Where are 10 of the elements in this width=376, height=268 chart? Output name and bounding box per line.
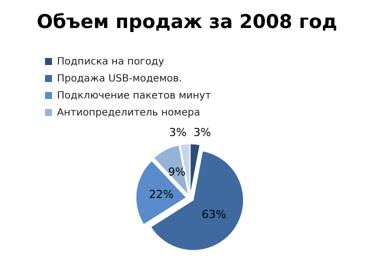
legend-label: Подключение пакетов минут (57, 90, 212, 102)
data-label: 63% (202, 208, 226, 221)
legend-label: Продажа USB-модемов. (57, 74, 182, 84)
chart-title: Объем продаж за 2008 год (36, 11, 338, 33)
data-label: 3% (169, 126, 187, 139)
data-label: 22% (149, 188, 174, 201)
data-label: 3% (193, 126, 211, 139)
legend-label: Подписка на погоду (57, 56, 164, 68)
legend-label: Антиопределитель номера (57, 108, 200, 118)
data-label: 9% (168, 166, 186, 179)
